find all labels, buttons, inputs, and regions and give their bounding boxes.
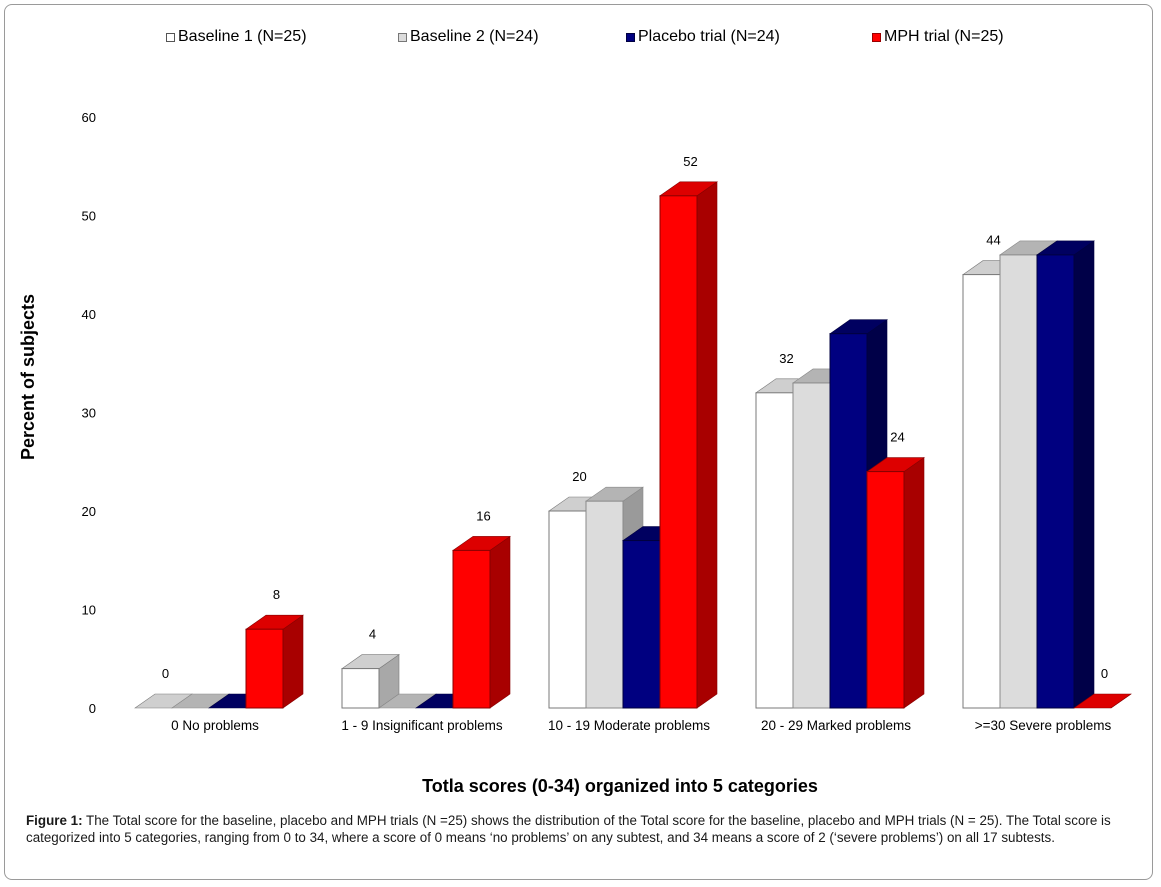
data-label: 0: [1101, 666, 1108, 681]
data-label: 44: [986, 233, 1000, 248]
legend-label-baseline-2: Baseline 2 (N=24): [410, 28, 539, 45]
y-tick-label: 0: [89, 701, 96, 716]
bar-baseline-1-3: [755, 378, 814, 709]
chart-legend: Baseline 1 (N=25) Baseline 2 (N=24) Plac…: [0, 28, 1161, 52]
legend-item-mph: MPH trial (N=25): [872, 28, 1004, 46]
caption-text: The Total score for the baseline, placeb…: [26, 813, 1111, 845]
y-axis-label: Percent of subjects: [18, 293, 38, 461]
x-tick-label: >=30 Severe problems: [975, 718, 1112, 733]
legend-item-placebo: Placebo trial (N=24): [626, 28, 780, 46]
y-tick-label: 30: [82, 406, 96, 421]
figure-caption: Figure 1: The Total score for the baseli…: [26, 812, 1138, 846]
data-label: 16: [476, 508, 490, 523]
legend-label-mph: MPH trial (N=25): [884, 28, 1004, 45]
legend-item-baseline-1: Baseline 1 (N=25): [166, 28, 307, 46]
y-tick-label: 10: [82, 603, 96, 618]
legend-label-baseline-1: Baseline 1 (N=25): [178, 28, 307, 45]
x-tick-label: 10 - 19 Moderate problems: [548, 718, 710, 733]
bar-mph-2: [659, 181, 718, 709]
x-tick-label: 20 - 29 Marked problems: [761, 718, 911, 733]
bar-mph-3: [866, 457, 925, 709]
legend-swatch-baseline-2: [398, 32, 407, 42]
data-label: 4: [369, 627, 376, 642]
x-tick-label: 1 - 9 Insignificant problems: [341, 718, 503, 733]
data-label: 32: [779, 351, 793, 366]
y-tick-label: 50: [82, 209, 96, 224]
bar-mph-4: [1073, 693, 1132, 709]
bar-mph-1: [452, 535, 511, 709]
bar-placebo-4: [1036, 240, 1095, 709]
legend-label-placebo: Placebo trial (N=24): [638, 28, 780, 45]
x-axis-label: Totla scores (0-34) organized into 5 cat…: [422, 776, 818, 796]
legend-item-baseline-2: Baseline 2 (N=24): [398, 28, 539, 46]
bar-mph-0: [245, 614, 304, 709]
legend-swatch-mph: [872, 32, 881, 42]
data-label: 24: [890, 430, 904, 445]
y-tick-label: 60: [82, 110, 96, 125]
caption-label: Figure 1:: [26, 813, 83, 828]
data-label: 20: [572, 469, 586, 484]
y-tick-label: 40: [82, 307, 96, 322]
figure-frame: [4, 4, 1153, 880]
data-label: 52: [683, 154, 697, 169]
y-tick-label: 20: [82, 504, 96, 519]
x-tick-label: 0 No problems: [171, 718, 259, 733]
legend-swatch-placebo: [626, 32, 635, 42]
data-label: 0: [162, 666, 169, 681]
data-label: 8: [273, 587, 280, 602]
legend-swatch-baseline-1: [166, 32, 175, 42]
